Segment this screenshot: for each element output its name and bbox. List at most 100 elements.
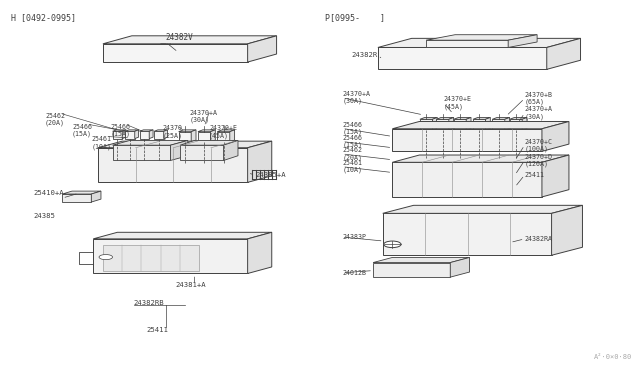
Polygon shape [198,132,211,142]
Polygon shape [392,155,569,162]
Text: 24370
(25A): 24370 (25A) [163,125,182,139]
Polygon shape [164,130,168,139]
Polygon shape [62,191,101,194]
Text: 24370+A
(30A): 24370+A (30A) [525,106,552,120]
Polygon shape [180,141,238,145]
Polygon shape [140,130,153,131]
Polygon shape [248,141,272,182]
Polygon shape [378,48,547,69]
Polygon shape [492,118,509,119]
Polygon shape [542,155,569,197]
Polygon shape [230,130,235,142]
Text: 25466
(15A): 25466 (15A) [72,124,92,137]
Polygon shape [248,36,276,62]
Polygon shape [420,118,437,119]
Text: 25462
(20A): 25462 (20A) [45,113,65,126]
Text: P[0995-    ]: P[0995- ] [325,13,385,22]
Polygon shape [486,118,490,130]
Polygon shape [180,145,223,160]
Polygon shape [198,130,215,132]
Polygon shape [154,131,164,139]
Polygon shape [505,118,509,130]
Polygon shape [492,119,505,130]
Polygon shape [217,130,235,132]
Polygon shape [93,239,248,273]
Text: 25461
(10A): 25461 (10A) [342,160,362,173]
Text: 24382RA: 24382RA [525,236,552,242]
Polygon shape [383,214,552,255]
Polygon shape [135,130,139,139]
Polygon shape [93,232,272,239]
Polygon shape [436,119,449,130]
Text: 24370+C
(100A): 24370+C (100A) [525,138,552,152]
Polygon shape [248,232,272,273]
Polygon shape [454,119,466,130]
Text: 24382RB: 24382RB [134,300,164,307]
Text: 24385+A: 24385+A [255,172,286,178]
Polygon shape [154,130,168,131]
Polygon shape [552,205,582,255]
Polygon shape [373,263,451,277]
Polygon shape [542,122,569,151]
Text: 24370+A
(30A): 24370+A (30A) [189,110,218,124]
Polygon shape [211,130,215,142]
Polygon shape [508,35,537,48]
Polygon shape [426,35,537,40]
Text: 24382R: 24382R [352,52,378,58]
Polygon shape [125,131,135,139]
Text: 25411: 25411 [147,327,168,333]
Polygon shape [170,141,188,160]
Polygon shape [98,141,272,148]
Polygon shape [466,118,471,130]
Text: A²·0×0·80: A²·0×0·80 [593,354,632,360]
Polygon shape [473,119,486,130]
Polygon shape [103,36,276,44]
Polygon shape [449,118,454,130]
Polygon shape [62,194,92,202]
Polygon shape [473,118,490,119]
Circle shape [99,254,113,260]
Polygon shape [179,132,191,142]
Polygon shape [140,131,149,139]
Circle shape [384,241,401,248]
Polygon shape [547,38,580,69]
Polygon shape [122,130,126,139]
Text: 25461
(10A): 25461 (10A) [92,137,111,150]
Text: 24370+A
(30A): 24370+A (30A) [342,91,370,105]
Polygon shape [103,44,248,62]
Text: 24370+D
(120A): 24370+D (120A) [525,154,552,167]
Text: 24382V: 24382V [166,33,193,42]
Polygon shape [113,130,126,131]
Text: 24370+E
(45A): 24370+E (45A) [209,125,237,139]
Polygon shape [113,141,188,145]
Text: 25466
(15A): 25466 (15A) [342,122,362,135]
Polygon shape [392,162,542,197]
Polygon shape [149,130,153,139]
Text: 24385: 24385 [33,213,55,219]
Polygon shape [509,119,522,130]
Polygon shape [217,132,230,142]
Polygon shape [433,118,437,130]
Polygon shape [179,130,196,132]
Polygon shape [383,205,582,214]
Polygon shape [426,40,508,48]
Polygon shape [92,191,101,202]
Polygon shape [113,145,170,160]
Text: 25466
(15A): 25466 (15A) [111,124,131,137]
Polygon shape [392,129,542,151]
Polygon shape [223,141,238,160]
Text: 25410+A: 25410+A [33,190,64,196]
Text: 25411: 25411 [525,172,545,178]
Polygon shape [125,130,139,131]
Text: 24370+B
(65A): 24370+B (65A) [525,92,552,105]
Polygon shape [191,130,196,142]
Polygon shape [522,118,527,130]
Text: 24381+A: 24381+A [175,282,206,288]
Polygon shape [392,122,569,129]
Polygon shape [509,118,527,119]
Bar [103,245,200,270]
Polygon shape [436,118,454,119]
Polygon shape [420,119,433,130]
Polygon shape [378,38,580,48]
Polygon shape [454,118,471,119]
